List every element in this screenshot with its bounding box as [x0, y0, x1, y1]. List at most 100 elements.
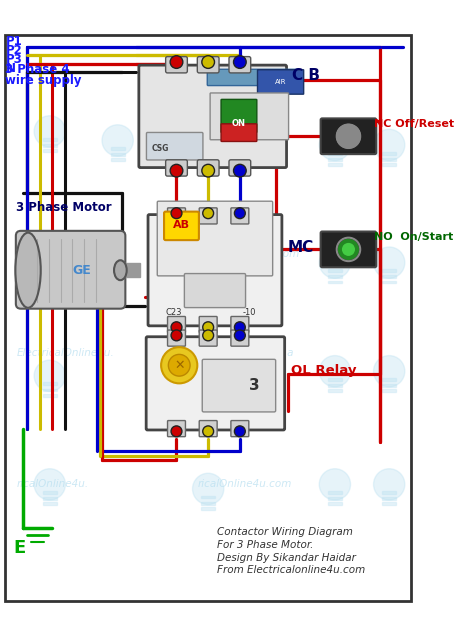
Bar	[328, 281, 342, 284]
Circle shape	[203, 330, 213, 341]
Bar	[382, 497, 396, 500]
Bar	[382, 163, 396, 166]
Bar	[328, 502, 342, 505]
Text: calOnline4u.com: calOnline4u.com	[213, 249, 300, 259]
Bar	[43, 265, 57, 268]
Bar	[111, 153, 124, 156]
Circle shape	[235, 322, 245, 333]
Bar	[43, 271, 57, 274]
FancyBboxPatch shape	[202, 359, 276, 412]
Bar	[328, 269, 342, 272]
Circle shape	[34, 468, 66, 500]
Bar	[201, 159, 215, 161]
Text: From Electricalonline4u.com: From Electricalonline4u.com	[217, 565, 365, 575]
Text: wire supply: wire supply	[6, 74, 82, 87]
Circle shape	[235, 208, 245, 219]
Text: NC Off/Reset: NC Off/Reset	[374, 119, 454, 129]
Bar	[111, 147, 124, 150]
Bar	[120, 263, 140, 278]
FancyBboxPatch shape	[168, 316, 185, 333]
Text: ElectricalOnline4u.: ElectricalOnline4u.	[18, 249, 116, 259]
FancyBboxPatch shape	[231, 330, 249, 346]
Bar	[382, 152, 396, 154]
Text: AIR: AIR	[275, 79, 286, 85]
Circle shape	[319, 247, 351, 278]
Circle shape	[337, 125, 360, 148]
FancyBboxPatch shape	[168, 208, 185, 224]
Circle shape	[168, 355, 190, 376]
Bar	[43, 394, 57, 397]
Text: For 3 Phase Motor.: For 3 Phase Motor.	[217, 540, 313, 550]
Text: ricalOnline4u.a: ricalOnline4u.a	[215, 348, 294, 358]
FancyBboxPatch shape	[231, 420, 249, 436]
Bar	[43, 383, 57, 385]
Text: N: N	[6, 62, 16, 75]
Text: P1: P1	[6, 35, 22, 48]
Bar	[382, 491, 396, 494]
Bar	[201, 495, 215, 499]
Bar	[201, 502, 215, 504]
Bar	[382, 389, 396, 392]
Circle shape	[319, 468, 351, 500]
FancyBboxPatch shape	[197, 56, 219, 73]
Text: Design By Sikandar Haidar: Design By Sikandar Haidar	[217, 552, 356, 563]
FancyBboxPatch shape	[146, 132, 203, 160]
FancyBboxPatch shape	[231, 208, 249, 224]
FancyBboxPatch shape	[231, 316, 249, 333]
Bar	[328, 275, 342, 278]
Circle shape	[235, 330, 245, 341]
Bar	[201, 153, 215, 156]
Bar	[328, 158, 342, 161]
Circle shape	[203, 322, 213, 333]
Text: 3 Phase 4: 3 Phase 4	[6, 63, 70, 76]
FancyBboxPatch shape	[146, 337, 285, 430]
Text: Contactor Wiring Diagram: Contactor Wiring Diagram	[217, 527, 353, 537]
Text: ElectricalOnline4u.: ElectricalOnline4u.	[16, 348, 114, 358]
FancyBboxPatch shape	[157, 201, 273, 276]
Text: C23: C23	[166, 308, 182, 317]
Circle shape	[192, 125, 224, 156]
FancyBboxPatch shape	[321, 232, 376, 268]
Bar	[382, 502, 396, 505]
Text: MC: MC	[288, 240, 314, 255]
Text: E: E	[14, 539, 26, 557]
Circle shape	[374, 468, 405, 500]
Bar	[43, 502, 57, 505]
Text: ricalOnline4u.: ricalOnline4u.	[16, 479, 89, 490]
Bar	[382, 378, 396, 381]
FancyBboxPatch shape	[229, 56, 251, 73]
Circle shape	[34, 243, 66, 274]
Circle shape	[34, 360, 66, 392]
Text: NO  On/Start: NO On/Start	[374, 232, 453, 243]
Bar	[43, 149, 57, 152]
Text: ricalOnline4u.com: ricalOnline4u.com	[197, 479, 291, 490]
FancyBboxPatch shape	[229, 160, 251, 176]
Bar	[328, 384, 342, 387]
FancyBboxPatch shape	[221, 99, 257, 132]
FancyBboxPatch shape	[257, 70, 304, 94]
Circle shape	[34, 116, 66, 147]
Circle shape	[341, 242, 356, 257]
Bar	[201, 507, 215, 509]
Circle shape	[337, 237, 360, 261]
Circle shape	[170, 164, 183, 177]
Circle shape	[337, 125, 360, 148]
Bar	[328, 491, 342, 494]
Circle shape	[202, 56, 214, 68]
FancyBboxPatch shape	[207, 69, 300, 86]
Circle shape	[171, 322, 182, 333]
Text: ON: ON	[232, 119, 246, 128]
Circle shape	[203, 426, 213, 436]
Circle shape	[319, 356, 351, 387]
Circle shape	[170, 56, 183, 68]
Circle shape	[341, 129, 356, 143]
Circle shape	[102, 125, 133, 156]
Bar	[43, 138, 57, 141]
Text: OL Relay: OL Relay	[291, 364, 356, 378]
Ellipse shape	[114, 260, 127, 280]
FancyBboxPatch shape	[164, 212, 199, 240]
Bar	[382, 384, 396, 387]
Text: P3: P3	[6, 53, 22, 66]
Text: C B: C B	[292, 68, 320, 83]
Bar	[43, 144, 57, 147]
